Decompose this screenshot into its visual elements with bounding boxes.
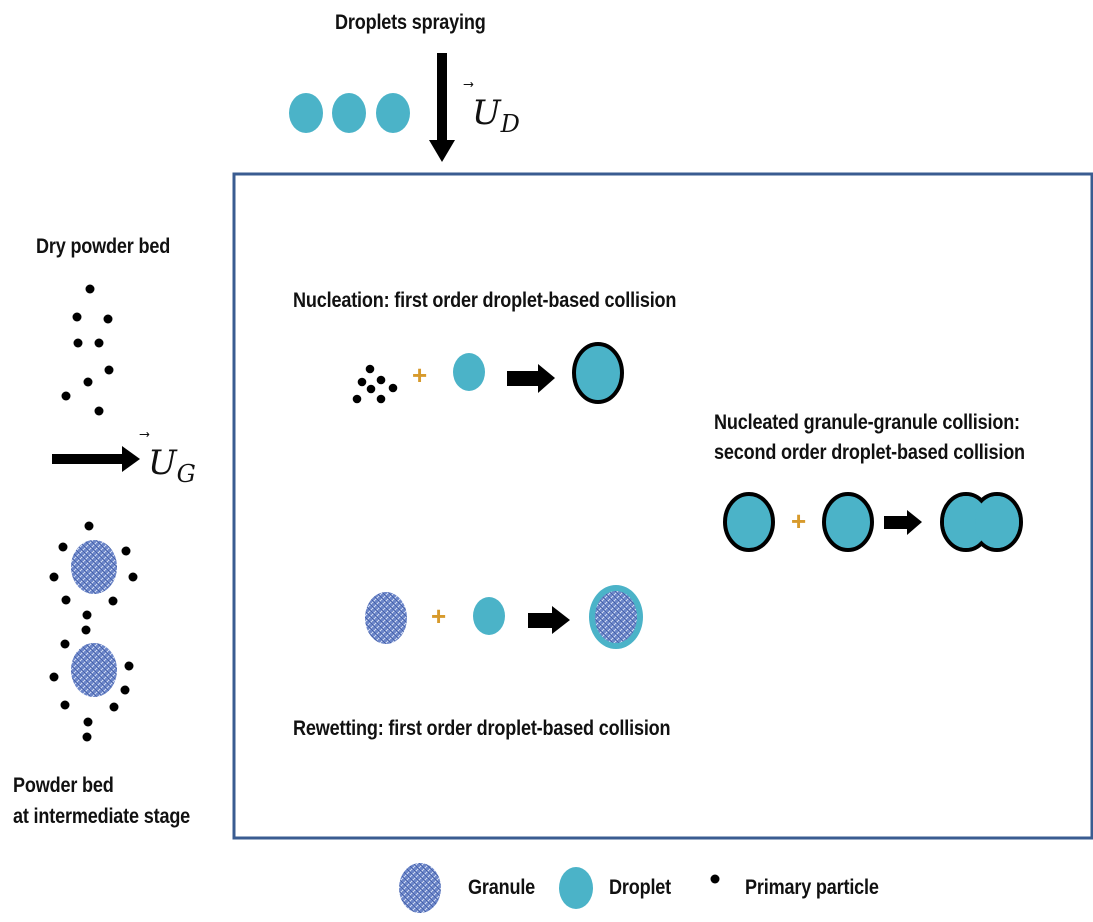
primary-particle [49, 572, 59, 582]
legend-droplet-swatch [559, 867, 593, 909]
primary-particle [72, 312, 82, 322]
droplet [473, 597, 505, 635]
plus-sign: + [412, 360, 427, 390]
nucleated-granule [572, 342, 624, 404]
primary-particle [108, 596, 118, 606]
powder-bed-label-line1: Powder bed [13, 774, 114, 797]
legend-swatches [399, 863, 720, 913]
spray-droplets [289, 93, 410, 133]
primary-particle [83, 717, 93, 727]
granule-collision-reaction [723, 492, 1023, 552]
plus-sign: + [791, 506, 806, 536]
wetted-granule-core [595, 591, 637, 643]
primary-particle [128, 572, 138, 582]
legend-particle-swatch [710, 874, 720, 884]
coalesced-granule [940, 492, 1023, 552]
dry-powder-particles [61, 284, 114, 416]
primary-particle [83, 377, 93, 387]
nucleation-label: Nucleation: first order droplet-based co… [293, 289, 677, 312]
primary-particle [61, 391, 71, 401]
granule [71, 540, 117, 594]
primary-particle [121, 546, 131, 556]
nucleated-granule [723, 492, 775, 552]
primary-particle [94, 406, 104, 416]
primary-particle [49, 672, 59, 682]
reaction-arrow [884, 510, 922, 535]
plus-sign: + [431, 601, 446, 631]
rewetting-label: Rewetting: first order droplet-based col… [293, 717, 671, 740]
particle-cluster [352, 364, 398, 404]
legend-primary-particle-label: Primary particle [745, 876, 879, 899]
flow-arrow [52, 446, 140, 472]
spray-arrow [429, 53, 455, 162]
reaction-arrow [528, 606, 570, 634]
legend-granule-swatch [399, 863, 441, 913]
primary-particle [61, 595, 71, 605]
granule [365, 592, 407, 644]
dry-powder-bed-label: Dry powder bed [36, 235, 171, 258]
nucleated-collision-label-line2: second order droplet-based collision [714, 441, 1025, 464]
legend-granule-label: Granule [468, 876, 536, 899]
droplet [376, 93, 410, 133]
primary-particle [82, 610, 92, 620]
primary-particle [60, 700, 70, 710]
primary-particle [82, 732, 92, 742]
nucleated-collision-label-line1: Nucleated granule-granule collision: [714, 411, 1020, 434]
droplets-spraying-label: Droplets spraying [335, 11, 486, 34]
nucleated-granule [822, 492, 874, 552]
primary-particle [104, 365, 114, 375]
granulator-chamber [232, 172, 1093, 840]
granule [71, 643, 117, 697]
granule-velocity-symbol: ⃗UG [148, 443, 196, 488]
droplet-velocity-symbol: ⃗UD [472, 93, 520, 138]
intermediate-granule-cluster [49, 521, 138, 742]
primary-particle [109, 702, 119, 712]
primary-particle [94, 338, 104, 348]
primary-particle [58, 542, 68, 552]
powder-bed-label-line2: at intermediate stage [13, 805, 191, 828]
reaction-arrow [507, 364, 555, 393]
primary-particle [103, 314, 113, 324]
primary-particle [124, 661, 134, 671]
rewetting-reaction [365, 585, 643, 649]
nucleation-reaction [352, 342, 624, 404]
primary-particle [60, 639, 70, 649]
primary-particle [120, 685, 130, 695]
primary-particle [73, 338, 83, 348]
droplet [289, 93, 323, 133]
droplet [453, 353, 485, 391]
droplet [332, 93, 366, 133]
primary-particle [85, 284, 95, 294]
primary-particle [81, 625, 91, 635]
primary-particle [84, 521, 94, 531]
legend-droplet-label: Droplet [609, 876, 672, 899]
